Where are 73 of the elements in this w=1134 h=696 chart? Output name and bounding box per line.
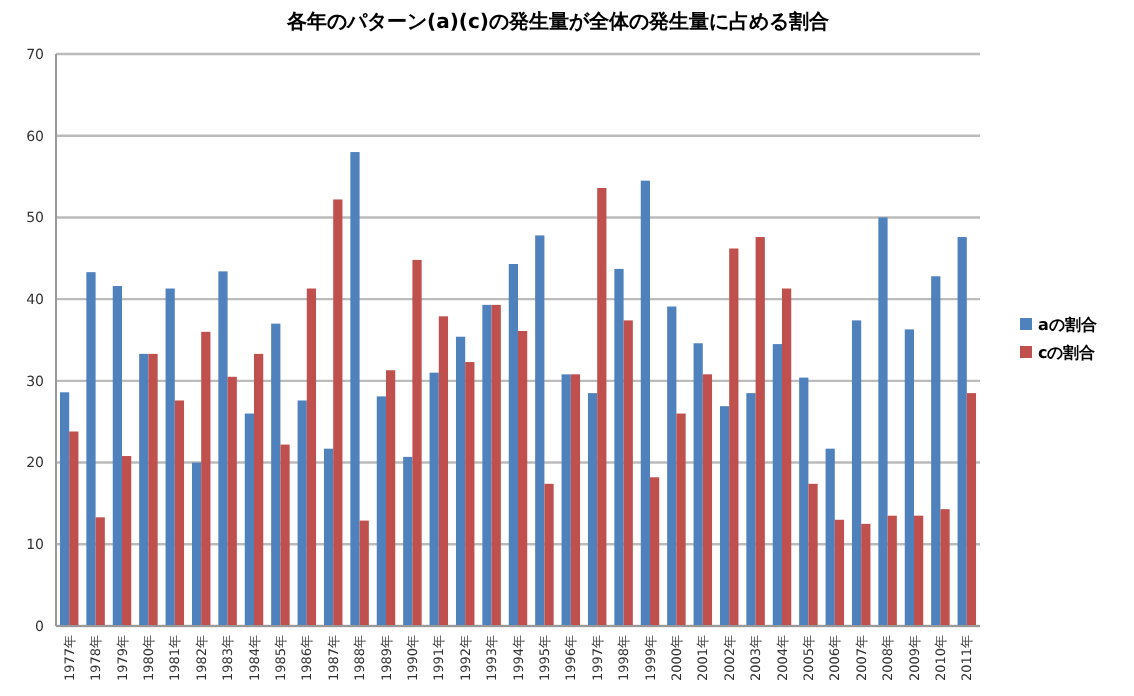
chart-title: 各年のパターン(a)(c)の発生量が全体の発生量に占める割合 <box>285 10 831 34</box>
bar <box>280 444 290 626</box>
bar <box>165 288 175 626</box>
bar <box>808 483 818 626</box>
bar <box>306 288 317 626</box>
bar <box>825 448 835 626</box>
bar <box>772 344 782 626</box>
bar <box>614 268 624 626</box>
bar <box>297 400 307 626</box>
bar <box>86 272 96 626</box>
bar <box>587 393 598 626</box>
bar <box>403 456 413 626</box>
bar <box>323 448 334 626</box>
bar <box>693 343 703 626</box>
bar <box>139 353 149 626</box>
bar <box>861 523 871 626</box>
bar <box>455 336 466 626</box>
bar <box>667 306 677 626</box>
bar <box>676 413 686 626</box>
bar <box>218 271 228 626</box>
bar <box>174 400 185 626</box>
bar <box>518 331 528 626</box>
bar <box>940 509 950 626</box>
bar <box>719 406 730 626</box>
bar <box>508 264 518 626</box>
bar <box>966 393 977 626</box>
bar <box>122 456 132 626</box>
bar <box>271 323 281 626</box>
bar <box>755 237 765 626</box>
bar <box>640 180 650 626</box>
bar <box>333 199 343 626</box>
bar <box>95 517 105 626</box>
bar <box>201 331 211 626</box>
bar <box>597 188 607 626</box>
bar <box>350 152 360 626</box>
bar <box>561 374 571 626</box>
bar <box>482 304 492 626</box>
bar <box>491 304 501 626</box>
bar <box>729 248 739 626</box>
legend-label: cの割合 <box>1038 343 1098 362</box>
bar <box>438 316 449 626</box>
bar <box>851 320 862 626</box>
bar <box>878 217 888 626</box>
bar <box>570 374 581 626</box>
bar <box>59 392 70 626</box>
bar <box>746 393 756 626</box>
bar <box>386 370 396 626</box>
bar <box>535 235 545 626</box>
legend-label: aの割合 <box>1038 315 1099 334</box>
bar <box>148 353 158 626</box>
bar <box>227 376 237 626</box>
bar <box>254 353 264 626</box>
bar <box>429 372 439 626</box>
bar <box>887 515 897 626</box>
bar <box>465 362 475 626</box>
bar <box>904 329 914 626</box>
bar <box>931 276 941 626</box>
bar <box>359 520 369 626</box>
bar <box>914 515 924 626</box>
bar <box>782 288 792 626</box>
bar <box>412 259 422 626</box>
bar <box>376 396 386 626</box>
bar <box>799 377 809 626</box>
bar <box>244 413 254 626</box>
bar <box>650 477 660 626</box>
bar <box>544 483 554 626</box>
bar <box>957 237 967 626</box>
bar <box>69 431 79 626</box>
bar <box>623 320 633 626</box>
bar <box>834 519 845 626</box>
bar <box>112 286 122 626</box>
bar <box>702 374 713 626</box>
bar <box>191 462 202 626</box>
